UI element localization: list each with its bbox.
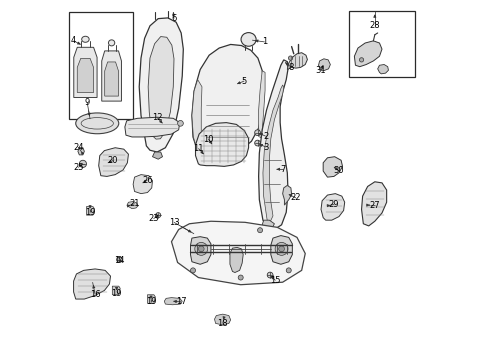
Polygon shape — [102, 51, 122, 101]
Polygon shape — [147, 295, 155, 303]
Circle shape — [79, 160, 87, 167]
Text: 10: 10 — [203, 135, 214, 144]
Text: 18: 18 — [218, 319, 228, 328]
Polygon shape — [125, 117, 180, 137]
Polygon shape — [259, 71, 265, 138]
Polygon shape — [172, 221, 305, 285]
Polygon shape — [354, 41, 382, 67]
Text: 9: 9 — [85, 98, 90, 107]
Text: 11: 11 — [193, 144, 204, 153]
Polygon shape — [192, 44, 265, 152]
Polygon shape — [191, 237, 211, 264]
Circle shape — [238, 275, 243, 280]
Polygon shape — [321, 194, 344, 220]
Text: 22: 22 — [291, 193, 301, 202]
Text: 26: 26 — [142, 176, 153, 185]
Text: 31: 31 — [316, 67, 326, 76]
Polygon shape — [148, 37, 174, 139]
Polygon shape — [215, 314, 231, 325]
Text: 23: 23 — [148, 214, 159, 223]
Polygon shape — [127, 202, 138, 209]
Text: 8: 8 — [288, 63, 294, 72]
Polygon shape — [74, 47, 97, 98]
Ellipse shape — [76, 113, 119, 134]
Polygon shape — [230, 247, 243, 273]
Polygon shape — [271, 235, 293, 264]
Circle shape — [275, 242, 288, 255]
Circle shape — [255, 140, 260, 146]
Text: 21: 21 — [129, 199, 140, 208]
Polygon shape — [283, 185, 292, 205]
Text: 19: 19 — [111, 289, 122, 298]
Polygon shape — [133, 175, 152, 194]
Polygon shape — [378, 64, 389, 74]
Text: 30: 30 — [334, 166, 344, 175]
Circle shape — [156, 213, 161, 218]
Text: 28: 28 — [369, 21, 380, 30]
Polygon shape — [323, 157, 343, 177]
Circle shape — [177, 121, 183, 126]
Polygon shape — [87, 207, 95, 215]
Text: 13: 13 — [169, 218, 179, 227]
Ellipse shape — [82, 36, 89, 42]
Text: 17: 17 — [176, 297, 187, 306]
Text: 20: 20 — [108, 156, 118, 165]
Circle shape — [359, 58, 364, 62]
Circle shape — [255, 130, 260, 135]
Circle shape — [195, 242, 208, 255]
Text: 19: 19 — [85, 208, 96, 217]
FancyBboxPatch shape — [349, 12, 416, 77]
Text: 5: 5 — [242, 77, 247, 86]
Text: 1: 1 — [262, 37, 268, 46]
Text: 15: 15 — [270, 276, 281, 285]
Text: 19: 19 — [146, 297, 156, 306]
Ellipse shape — [241, 33, 256, 46]
Text: 2: 2 — [263, 132, 269, 141]
Polygon shape — [78, 148, 84, 155]
Polygon shape — [362, 182, 387, 226]
Polygon shape — [196, 123, 248, 166]
Text: 12: 12 — [152, 113, 162, 122]
Text: 29: 29 — [329, 200, 339, 209]
Polygon shape — [105, 62, 119, 96]
Circle shape — [198, 246, 204, 252]
Polygon shape — [98, 148, 128, 176]
Polygon shape — [164, 298, 182, 305]
Polygon shape — [259, 60, 288, 229]
Polygon shape — [152, 152, 163, 159]
Polygon shape — [287, 53, 307, 69]
Text: 27: 27 — [369, 201, 380, 210]
Polygon shape — [112, 286, 120, 295]
Text: 16: 16 — [90, 289, 100, 298]
FancyBboxPatch shape — [69, 12, 133, 119]
Polygon shape — [263, 85, 284, 222]
Circle shape — [286, 268, 291, 273]
Polygon shape — [318, 59, 330, 71]
Circle shape — [191, 268, 196, 273]
Circle shape — [289, 56, 293, 60]
Polygon shape — [74, 269, 111, 299]
Text: 3: 3 — [263, 143, 269, 152]
Ellipse shape — [108, 40, 115, 46]
Text: 14: 14 — [114, 256, 125, 265]
Text: 6: 6 — [172, 14, 177, 23]
Text: 25: 25 — [73, 163, 83, 172]
Circle shape — [258, 228, 263, 233]
Circle shape — [117, 257, 122, 262]
Polygon shape — [77, 58, 94, 93]
Text: 7: 7 — [280, 165, 285, 174]
Polygon shape — [139, 18, 183, 152]
Text: 4: 4 — [71, 36, 76, 45]
Text: 24: 24 — [73, 143, 83, 152]
Circle shape — [267, 272, 273, 278]
Polygon shape — [192, 80, 202, 151]
Circle shape — [279, 246, 285, 252]
Polygon shape — [262, 220, 274, 229]
